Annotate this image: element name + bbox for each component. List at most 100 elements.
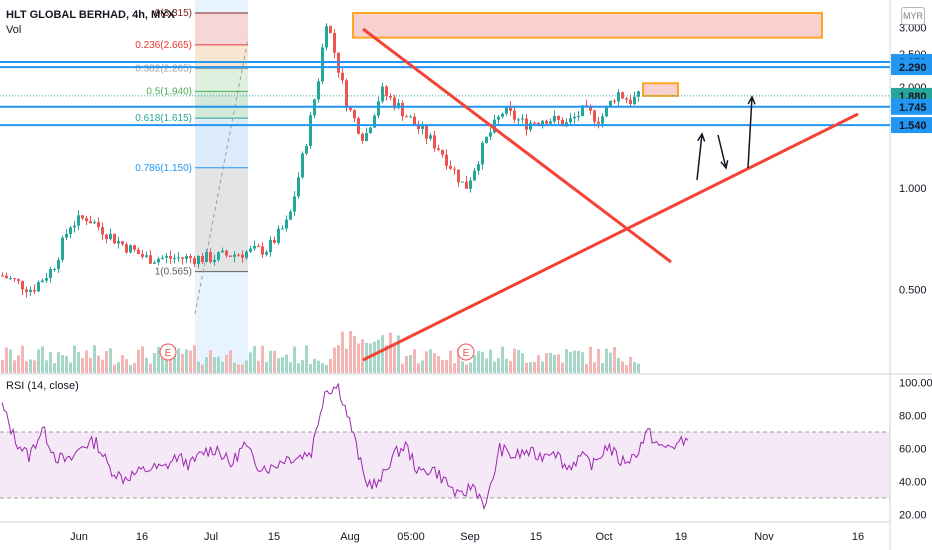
volume-bar <box>181 353 184 373</box>
volume-bar <box>129 364 132 373</box>
volume-bar <box>361 339 364 373</box>
candle-body <box>589 106 592 111</box>
volume-bar <box>17 355 20 373</box>
candle-body <box>497 116 500 120</box>
volume-bar <box>197 361 200 373</box>
volume-bar <box>125 359 128 373</box>
volume-bar <box>593 362 596 373</box>
volume-bar <box>537 355 540 373</box>
volume-bar <box>61 355 64 373</box>
volume-bar <box>633 362 636 373</box>
candle-body <box>29 289 32 293</box>
candle-body <box>353 110 356 119</box>
candle-body <box>437 148 440 151</box>
volume-bar <box>305 345 308 373</box>
candle-body <box>489 132 492 137</box>
candle-body <box>45 278 48 281</box>
candle-body <box>301 153 304 178</box>
candle-body <box>261 246 264 255</box>
volume-bar <box>489 349 492 373</box>
rsi-tick-label: 60.00 <box>899 444 927 456</box>
price-label-text: 1.540 <box>899 120 927 132</box>
volume-bar <box>13 360 16 373</box>
candle-body <box>429 135 432 139</box>
candle-body <box>93 222 96 224</box>
volume-bar <box>413 349 416 373</box>
candle-body <box>77 215 80 226</box>
candle-body <box>553 115 556 122</box>
candle-body <box>369 127 372 134</box>
candle-body <box>1 275 4 277</box>
rsi-tick-label: 40.00 <box>899 477 927 489</box>
volume-bar <box>221 361 224 373</box>
volume-bar <box>1 360 4 373</box>
fib-zone <box>195 91 248 119</box>
candle-body <box>393 97 396 109</box>
volume-bar <box>369 343 372 373</box>
fibonacci-retracement[interactable]: 0(3.315) 0.236(2.665) 0.382(2.265) 0.5(1.94… <box>135 8 249 315</box>
earnings-marker-text: E <box>165 348 172 359</box>
volume-bar <box>597 348 600 373</box>
volume-bar <box>145 357 148 373</box>
candle-body <box>237 254 240 256</box>
candle-body <box>445 154 448 166</box>
volume-bar <box>609 352 612 373</box>
volume-bar <box>481 351 484 373</box>
volume-bar <box>441 360 444 373</box>
candle-body <box>549 121 552 124</box>
price-label-text: 1.745 <box>899 102 927 114</box>
price-label-text: 2.290 <box>899 62 927 74</box>
volume-bar <box>553 354 556 373</box>
symbol-title: HLT GLOBAL BERHAD, 4h, MYX <box>6 9 175 21</box>
candle-body <box>225 250 228 256</box>
candle-body <box>209 252 212 263</box>
candle-body <box>245 251 248 258</box>
candle-body <box>557 115 560 120</box>
time-tick-label: Aug <box>340 531 360 543</box>
candle-body <box>485 136 488 143</box>
candle-body <box>241 254 244 258</box>
currency-button[interactable]: MYR <box>901 7 925 25</box>
volume-bar <box>465 364 468 373</box>
candle-body <box>417 124 420 130</box>
volume-bar <box>541 361 544 373</box>
candle-body <box>377 101 380 116</box>
volume-bar <box>557 354 560 373</box>
candle-body <box>133 245 136 250</box>
candle-body <box>73 225 76 228</box>
price-label-box <box>891 117 932 134</box>
volume-bar <box>433 353 436 373</box>
candle-body <box>265 252 268 255</box>
volume-bar <box>533 361 536 373</box>
small-resistance-box <box>642 82 679 97</box>
candle-body <box>169 255 172 259</box>
candle-body <box>217 252 220 260</box>
resistance-zone <box>352 11 823 39</box>
fib-zone <box>195 68 248 92</box>
volume-bar <box>453 363 456 373</box>
volume-bar <box>77 352 80 373</box>
candle-body <box>373 115 376 128</box>
volume-bar <box>277 358 280 373</box>
volume-bar <box>141 346 144 373</box>
candle-body <box>401 103 404 117</box>
time-tick-label: Jul <box>204 531 218 543</box>
volume-bar <box>217 356 220 373</box>
time-tick-label: Jun <box>70 531 88 543</box>
time-tick-label: 05:00 <box>397 531 425 543</box>
volume-bar <box>477 351 480 373</box>
fib-zone <box>195 167 248 272</box>
candle-body <box>153 262 156 264</box>
rsi-label: RSI (14, close) <box>6 380 79 392</box>
candle-body <box>37 282 40 292</box>
volume-bar <box>173 346 176 373</box>
rsi-line <box>1 382 689 511</box>
fib-level-label: 0.618(1.615) <box>135 113 192 124</box>
volume-bar <box>525 362 528 373</box>
candle-body <box>129 245 132 253</box>
volume-bar <box>57 352 60 373</box>
volume-bar <box>33 360 36 373</box>
candle-body <box>161 257 164 259</box>
